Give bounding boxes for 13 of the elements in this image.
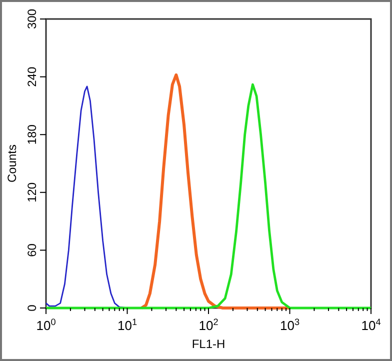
x-tick-label: 10$^{4}$ — [361, 317, 381, 333]
y-tick-label: 240 — [25, 66, 39, 87]
y-tick-label: 300 — [25, 8, 39, 30]
x-tick-label: 10$^{3}$ — [280, 317, 300, 333]
y-axis-title: Counts — [5, 144, 19, 183]
y-tick-label: 180 — [25, 124, 39, 145]
y-tick-label: 120 — [25, 182, 39, 202]
y-tick-label: 0 — [25, 304, 39, 312]
y-tick-label: 60 — [25, 243, 39, 257]
x-tick-label: 10$^{2}$ — [198, 317, 218, 333]
x-axis-title: FL1-H — [192, 337, 226, 351]
x-tick-label: 10$^{0}$ — [36, 317, 56, 333]
x-tick-label: 10$^{1}$ — [117, 317, 138, 333]
